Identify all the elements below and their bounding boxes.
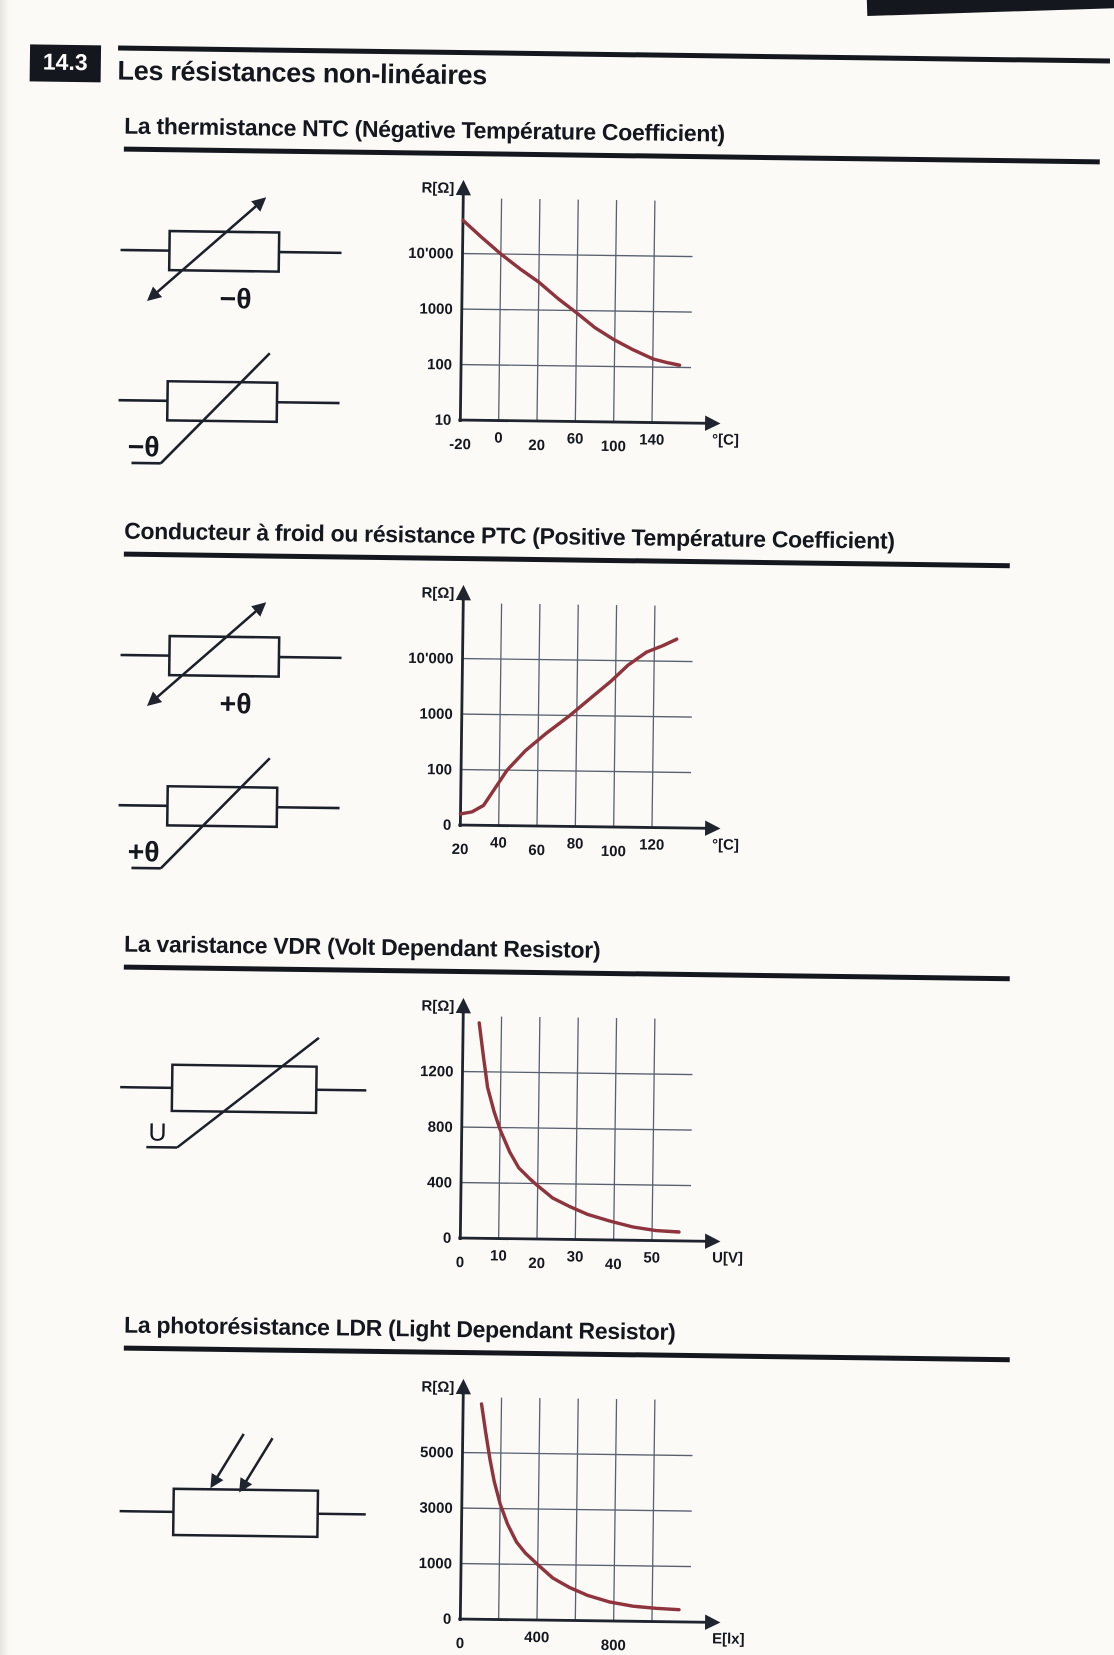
svg-text:R[Ω]: R[Ω] xyxy=(421,998,454,1015)
svg-text:0: 0 xyxy=(443,1611,452,1628)
svg-text:0: 0 xyxy=(443,817,452,834)
svg-text:-20: -20 xyxy=(449,436,471,453)
section-body-ptc: +θ +θ 10'000 1000 100 0 20 40 60 80 100 120 R[Ω] °[… xyxy=(0,571,1114,890)
svg-text:40: 40 xyxy=(490,834,507,851)
svg-text:140: 140 xyxy=(639,431,664,448)
ntc-symbol-label-2: −θ xyxy=(128,431,160,463)
section-body-ldr: 5000 3000 1000 0 0 400 800 R[Ω] E[lx] xyxy=(0,1365,1114,1655)
section-ntc: La thermistance NTC (Négative Températur… xyxy=(0,111,1114,485)
page-title: Les résistances non-linéaires xyxy=(117,45,1111,100)
svg-text:800: 800 xyxy=(601,1637,626,1654)
svg-text:60: 60 xyxy=(567,430,584,447)
svg-text:20: 20 xyxy=(452,841,469,858)
svg-text:20: 20 xyxy=(528,437,545,454)
svg-text:800: 800 xyxy=(428,1119,453,1136)
svg-text:E[lx]: E[lx] xyxy=(712,1630,745,1647)
svg-text:80: 80 xyxy=(567,835,584,852)
svg-text:R[Ω]: R[Ω] xyxy=(421,180,454,197)
svg-text:R[Ω]: R[Ω] xyxy=(421,585,454,602)
section-body-vdr: U 1200 800 400 0 0 10 20 30 40 50 R[Ω] U[V] xyxy=(0,984,1114,1299)
section-ptc: Conducteur à froid ou résistance PTC (Po… xyxy=(0,516,1114,890)
vdr-symbol-label: U xyxy=(148,1118,166,1146)
vdr-symbol-bent-line-resistor: U xyxy=(120,1036,367,1149)
svg-text:100: 100 xyxy=(601,843,626,860)
svg-text:R[Ω]: R[Ω] xyxy=(421,1379,454,1396)
page-header: 14.3 Les résistances non-linéaires xyxy=(0,18,1114,100)
svg-text:0: 0 xyxy=(456,1635,465,1652)
ldr-chart: 5000 3000 1000 00 400 800 R[Ω] E[lx] xyxy=(419,1379,745,1655)
svg-text:60: 60 xyxy=(528,842,545,859)
vdr-chart: 1200 800 400 00 10 20 30 40 50 R[Ω] U[V] xyxy=(420,998,743,1274)
svg-text:U[V]: U[V] xyxy=(712,1249,743,1266)
svg-text:50: 50 xyxy=(643,1249,660,1266)
ntc-chart: 10'000 1000 100 10 -20 0 20 60 100 140 R[Ω] °[C] xyxy=(408,180,739,456)
svg-text:0: 0 xyxy=(443,1230,452,1247)
svg-text:100: 100 xyxy=(601,438,626,455)
ntc-symbol-bent-line-resistor: −θ xyxy=(118,352,340,465)
ntc-symbol-arrow-resistor: −θ xyxy=(120,197,342,314)
section-heading-vdr: La varistance VDR (Volt Dependant Resist… xyxy=(123,930,1011,982)
svg-text:°[C]: °[C] xyxy=(712,836,739,853)
vdr-symbol-column: U xyxy=(117,986,401,1157)
ntc-symbol-label: −θ xyxy=(219,283,251,314)
ptc-symbol-arrow-resistor: +θ xyxy=(120,602,342,719)
section-vdr: La varistance VDR (Volt Dependant Resist… xyxy=(0,929,1114,1299)
ldr-symbol-light-arrows-resistor xyxy=(119,1433,366,1539)
ptc-symbol-bent-line-resistor: +θ xyxy=(118,757,340,870)
svg-text:100: 100 xyxy=(427,356,452,373)
section-heading-ldr: La photorésistance LDR (Light Dependant … xyxy=(123,1311,1011,1363)
ntc-symbol-column: −θ −θ xyxy=(116,168,402,476)
section-body-ntc: −θ −θ 10'000 1000 100 10 -20 0 20 60 100 140 R[Ω] °… xyxy=(0,166,1114,485)
section-number-badge: 14.3 xyxy=(29,44,101,83)
svg-text:100: 100 xyxy=(427,761,452,778)
svg-text:0: 0 xyxy=(456,1254,465,1271)
svg-text:120: 120 xyxy=(639,836,664,853)
svg-text:10'000: 10'000 xyxy=(408,245,453,263)
ptc-symbol-column: +θ +θ xyxy=(116,573,402,881)
svg-text:400: 400 xyxy=(427,1174,452,1191)
ldr-symbol-column xyxy=(117,1367,401,1556)
section-ldr: La photorésistance LDR (Light Dependant … xyxy=(0,1310,1114,1655)
svg-text:5000: 5000 xyxy=(420,1444,454,1461)
svg-text:3000: 3000 xyxy=(419,1499,453,1516)
section-heading-ntc: La thermistance NTC (Négative Températur… xyxy=(123,112,1101,165)
svg-text:1000: 1000 xyxy=(419,300,453,317)
page-edge-strip xyxy=(866,0,1114,17)
svg-text:1000: 1000 xyxy=(419,1555,453,1572)
svg-text:1200: 1200 xyxy=(420,1063,454,1080)
svg-text:10: 10 xyxy=(435,412,452,429)
section-heading-ptc: Conducteur à froid ou résistance PTC (Po… xyxy=(123,517,1011,569)
svg-text:10: 10 xyxy=(490,1247,507,1264)
svg-text:10'000: 10'000 xyxy=(408,650,453,668)
ptc-symbol-label: +θ xyxy=(219,688,251,719)
svg-text:°[C]: °[C] xyxy=(712,431,739,448)
svg-text:20: 20 xyxy=(528,1255,545,1272)
svg-text:0: 0 xyxy=(494,429,503,446)
svg-text:1000: 1000 xyxy=(419,705,453,722)
svg-text:30: 30 xyxy=(567,1248,584,1265)
svg-text:40: 40 xyxy=(605,1256,622,1273)
ptc-symbol-label-2: +θ xyxy=(128,836,160,868)
svg-text:400: 400 xyxy=(524,1629,549,1646)
